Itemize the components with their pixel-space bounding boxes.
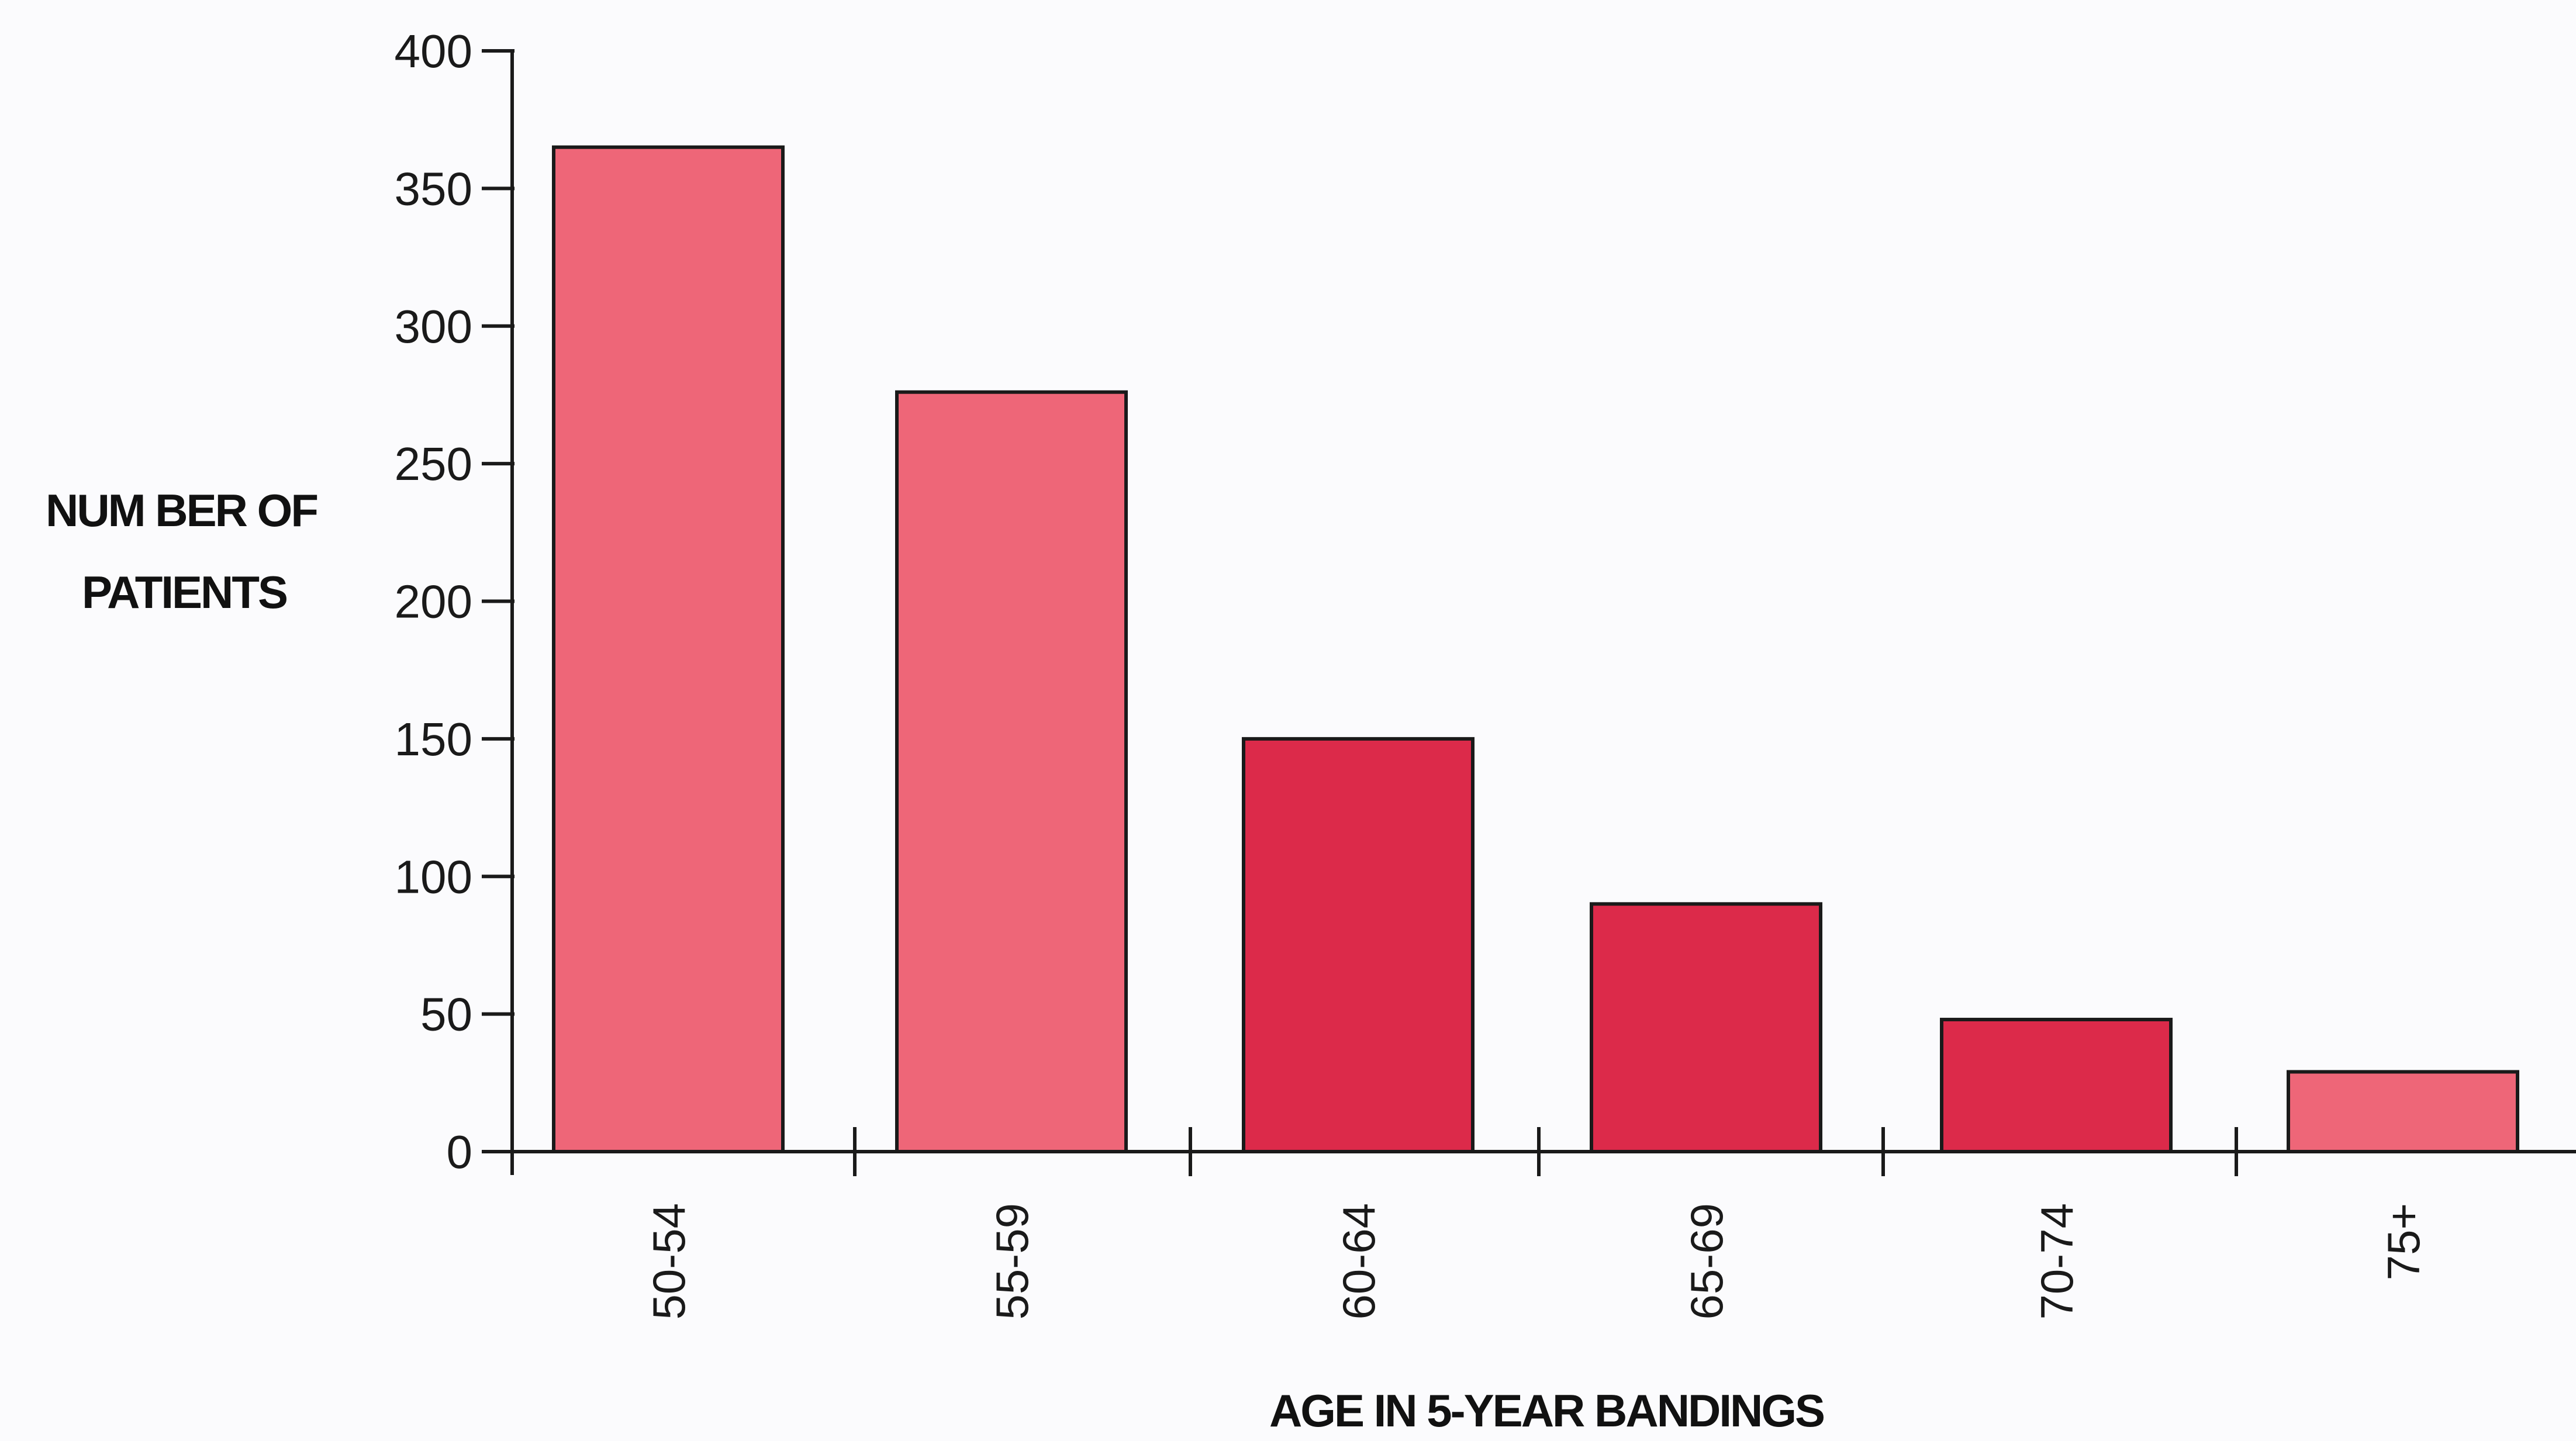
x-category-label: 50-54 (643, 1203, 695, 1320)
x-category-label: 55-59 (986, 1203, 1038, 1320)
bar-60-64 (1242, 737, 1475, 1153)
bar-55-59 (895, 390, 1128, 1153)
bar-65-69 (1590, 902, 1822, 1153)
bar-75+ (2287, 1070, 2519, 1154)
bar-70-74 (1940, 1018, 2173, 1154)
x-category-label: 60-64 (1333, 1203, 1384, 1320)
bars-group (552, 145, 2519, 1154)
y-tick-label: 350 (395, 163, 472, 215)
y-axis-ticks (482, 49, 514, 1153)
y-tick-label: 0 (447, 1126, 473, 1178)
y-axis-title-line-1: NUM BER OF (46, 485, 317, 536)
x-axis-title: AGE IN 5-YEAR BANDINGS (1269, 1385, 1824, 1436)
y-tick-label: 300 (395, 300, 472, 353)
y-tick-label: 200 (395, 576, 472, 628)
y-axis-tick-labels: 0 50 100 150 200 250 300 350 400 (395, 25, 472, 1178)
y-tick-label: 50 (420, 989, 472, 1041)
bar-50-54 (552, 145, 785, 1154)
y-tick-label: 250 (395, 438, 472, 490)
y-tick-label: 150 (395, 713, 472, 765)
x-axis-category-labels: 50-54 55-59 60-64 65-69 70-74 75+ (643, 1203, 2429, 1320)
x-category-label: 75+ (2378, 1203, 2429, 1280)
y-tick-label: 100 (395, 851, 472, 903)
y-tick-label: 400 (395, 25, 472, 77)
x-category-label: 70-74 (2031, 1203, 2083, 1320)
x-category-label: 65-69 (1681, 1203, 1732, 1320)
y-axis-title-line-2: PATIENTS (82, 566, 286, 618)
